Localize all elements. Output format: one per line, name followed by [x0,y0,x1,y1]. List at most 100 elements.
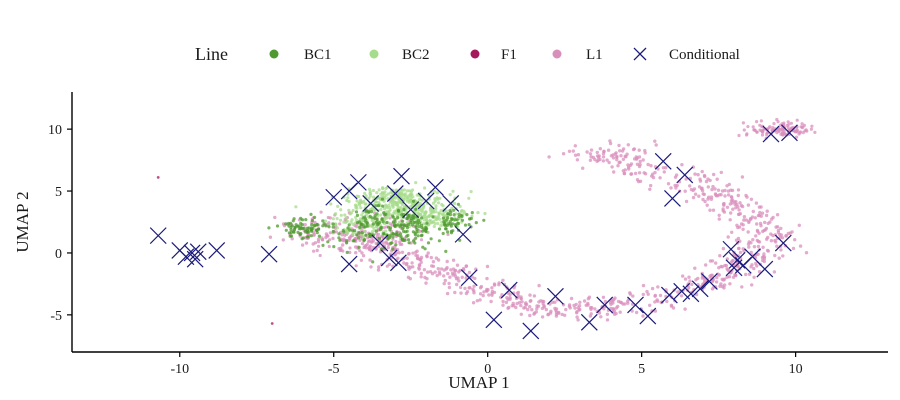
point-bc1 [358,225,362,229]
point-bc1 [414,207,418,211]
point-l1 [400,250,405,254]
point-l1 [589,148,594,152]
point-l1 [762,252,766,256]
point-bc1 [368,214,372,218]
point-bc2 [439,209,443,213]
point-l1 [728,202,732,206]
legend-marker-l1 [552,49,562,59]
point-l1 [762,257,767,261]
point-l1 [745,133,749,137]
point-bc2 [421,207,425,211]
point-l1 [736,236,741,241]
point-bc1 [415,230,419,234]
point-l1 [661,166,666,170]
point-bc1 [421,245,425,249]
point-l1 [341,239,345,243]
point-l1 [370,240,374,244]
point-l1 [747,219,751,223]
point-bc2 [384,186,388,191]
point-bc2 [351,222,355,226]
point-bc1 [380,197,384,201]
point-bc1 [357,245,361,249]
point-l1 [348,250,352,255]
point-l1 [434,256,439,260]
point-l1 [725,275,729,279]
point-l1 [631,294,635,298]
point-l1 [786,231,790,236]
point-bc2 [432,189,436,193]
point-l1 [721,209,725,213]
point-bc1 [296,224,300,228]
point-l1 [590,306,594,310]
point-bc1 [357,236,361,240]
point-l1 [368,244,372,248]
point-l1 [418,257,422,261]
point-bc1 [377,236,382,240]
point-l1 [429,255,433,260]
point-bc2 [402,205,407,209]
point-l1 [526,307,530,312]
point-bc2 [431,210,435,214]
point-l1 [648,187,652,191]
legend-item-l1: L1 [552,47,603,63]
point-l1 [703,174,707,179]
point-bc2 [388,206,392,210]
point-l1 [618,310,622,314]
point-l1 [425,277,429,281]
x-tick-label: 0 [484,362,491,377]
point-l1 [687,275,691,279]
point-l1 [575,158,580,162]
point-bc2 [344,216,348,220]
point-l1 [721,246,726,251]
point-l1 [290,237,294,241]
point-l1 [730,188,735,193]
point-conditional [386,185,404,202]
point-l1 [576,318,580,322]
point-l1 [671,306,676,310]
point-bc2 [421,210,425,214]
point-bc2 [415,193,419,197]
point-l1 [747,245,751,249]
point-bc1 [403,238,407,242]
point-bc2 [368,191,372,196]
point-bc1 [467,223,471,227]
point-l1 [405,261,409,266]
point-bc1 [416,222,420,226]
point-bc2 [345,198,349,203]
point-bc1 [415,228,419,232]
point-l1 [312,249,316,253]
point-l1 [699,187,704,191]
legend-marker-conditional [633,47,647,61]
point-l1 [328,238,332,242]
point-bc1 [420,226,424,230]
point-l1 [795,129,799,133]
point-l1 [373,211,377,215]
point-conditional [460,269,478,287]
point-conditional [744,248,761,266]
point-l1 [722,201,726,206]
point-bc2 [435,191,439,195]
point-l1 [605,318,610,322]
point-l1 [756,213,761,218]
point-l1 [425,254,429,259]
point-l1 [313,220,317,225]
point-bc2 [338,218,343,222]
point-bc2 [331,217,335,221]
point-l1 [714,280,719,284]
point-bc2 [423,186,427,190]
point-l1 [362,245,366,250]
point-l1 [665,299,669,304]
point-bc1 [363,217,368,221]
point-l1 [755,228,760,233]
point-l1 [411,251,415,255]
point-l1 [795,118,799,122]
point-l1 [281,238,285,242]
point-l1 [376,268,381,272]
point-l1 [730,230,734,234]
point-l1 [779,226,783,231]
point-l1 [457,270,461,274]
point-bc1 [292,230,296,234]
point-l1 [789,121,794,125]
point-l1 [547,155,551,159]
